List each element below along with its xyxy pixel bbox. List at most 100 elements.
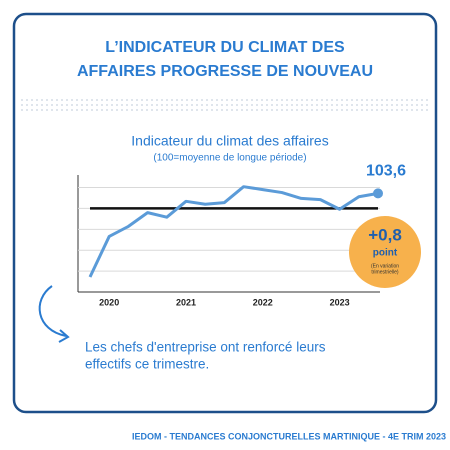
dot [391,109,393,111]
dot [326,99,328,101]
dot [21,104,23,106]
dot [416,99,418,101]
dot [136,109,138,111]
dot [141,99,143,101]
dot [146,104,148,106]
dot [31,109,33,111]
x-tick-label: 2023 [330,297,350,307]
dot [176,109,178,111]
dot [201,99,203,101]
dot [341,109,343,111]
dot [61,104,63,106]
dot [231,99,233,101]
dot [301,109,303,111]
dot [261,109,263,111]
dot [261,104,263,106]
dot [356,109,358,111]
dot [366,99,368,101]
dot [281,99,283,101]
footer: IEDOM - TENDANCES CONJONCTURELLES MARTIN… [132,431,446,441]
dot [161,109,163,111]
dot [236,99,238,101]
dot [216,109,218,111]
dot [381,109,383,111]
dot [26,109,28,111]
dot [126,109,128,111]
dot [116,99,118,101]
card-border [12,12,438,414]
dot [386,104,388,106]
dot [221,109,223,111]
dot [96,109,98,111]
dot [301,99,303,101]
dot [396,104,398,106]
dot [76,104,78,106]
dot [136,104,138,106]
dot [271,109,273,111]
title-line: AFFAIRES PROGRESSE DE NOUVEAU [77,63,373,80]
dot [371,99,373,101]
dot [276,99,278,101]
dot [241,109,243,111]
dot [291,109,293,111]
dot [21,109,23,111]
dot [91,109,93,111]
dot [116,104,118,106]
dot [376,109,378,111]
dot [236,104,238,106]
dot [171,99,173,101]
dot [76,99,78,101]
dot [361,109,363,111]
message-line: effectifs ce trimestre. [85,357,209,372]
dot [251,109,253,111]
dot [31,104,33,106]
dot [71,99,73,101]
dot [56,109,58,111]
dot [406,109,408,111]
dot [336,99,338,101]
dot [156,109,158,111]
dot [271,104,273,106]
dot [401,99,403,101]
dot [356,99,358,101]
dot [171,109,173,111]
dot [421,104,423,106]
dot [131,109,133,111]
dot [256,104,258,106]
dot [146,99,148,101]
dot [371,104,373,106]
dot [381,99,383,101]
dot [236,109,238,111]
dot [411,104,413,106]
dot [196,99,198,101]
chart-subtitle: (100=moyenne de longue période) [153,153,306,164]
dot [326,104,328,106]
dot [41,109,43,111]
dot [66,99,68,101]
arrow [38,285,67,337]
dot [331,104,333,106]
dot [231,109,233,111]
dot [131,99,133,101]
dot [396,109,398,111]
dot [231,104,233,106]
dot [26,99,28,101]
dot [131,104,133,106]
dot [246,104,248,106]
dot [306,99,308,101]
dot [356,104,358,106]
dot [21,99,23,101]
dot [246,99,248,101]
dot [86,99,88,101]
dot [401,109,403,111]
dot [346,104,348,106]
dotted-band [21,99,428,111]
dot [341,104,343,106]
dot [241,99,243,101]
dot [226,109,228,111]
dot [91,104,93,106]
dot [311,109,313,111]
dot [336,109,338,111]
dot [41,104,43,106]
